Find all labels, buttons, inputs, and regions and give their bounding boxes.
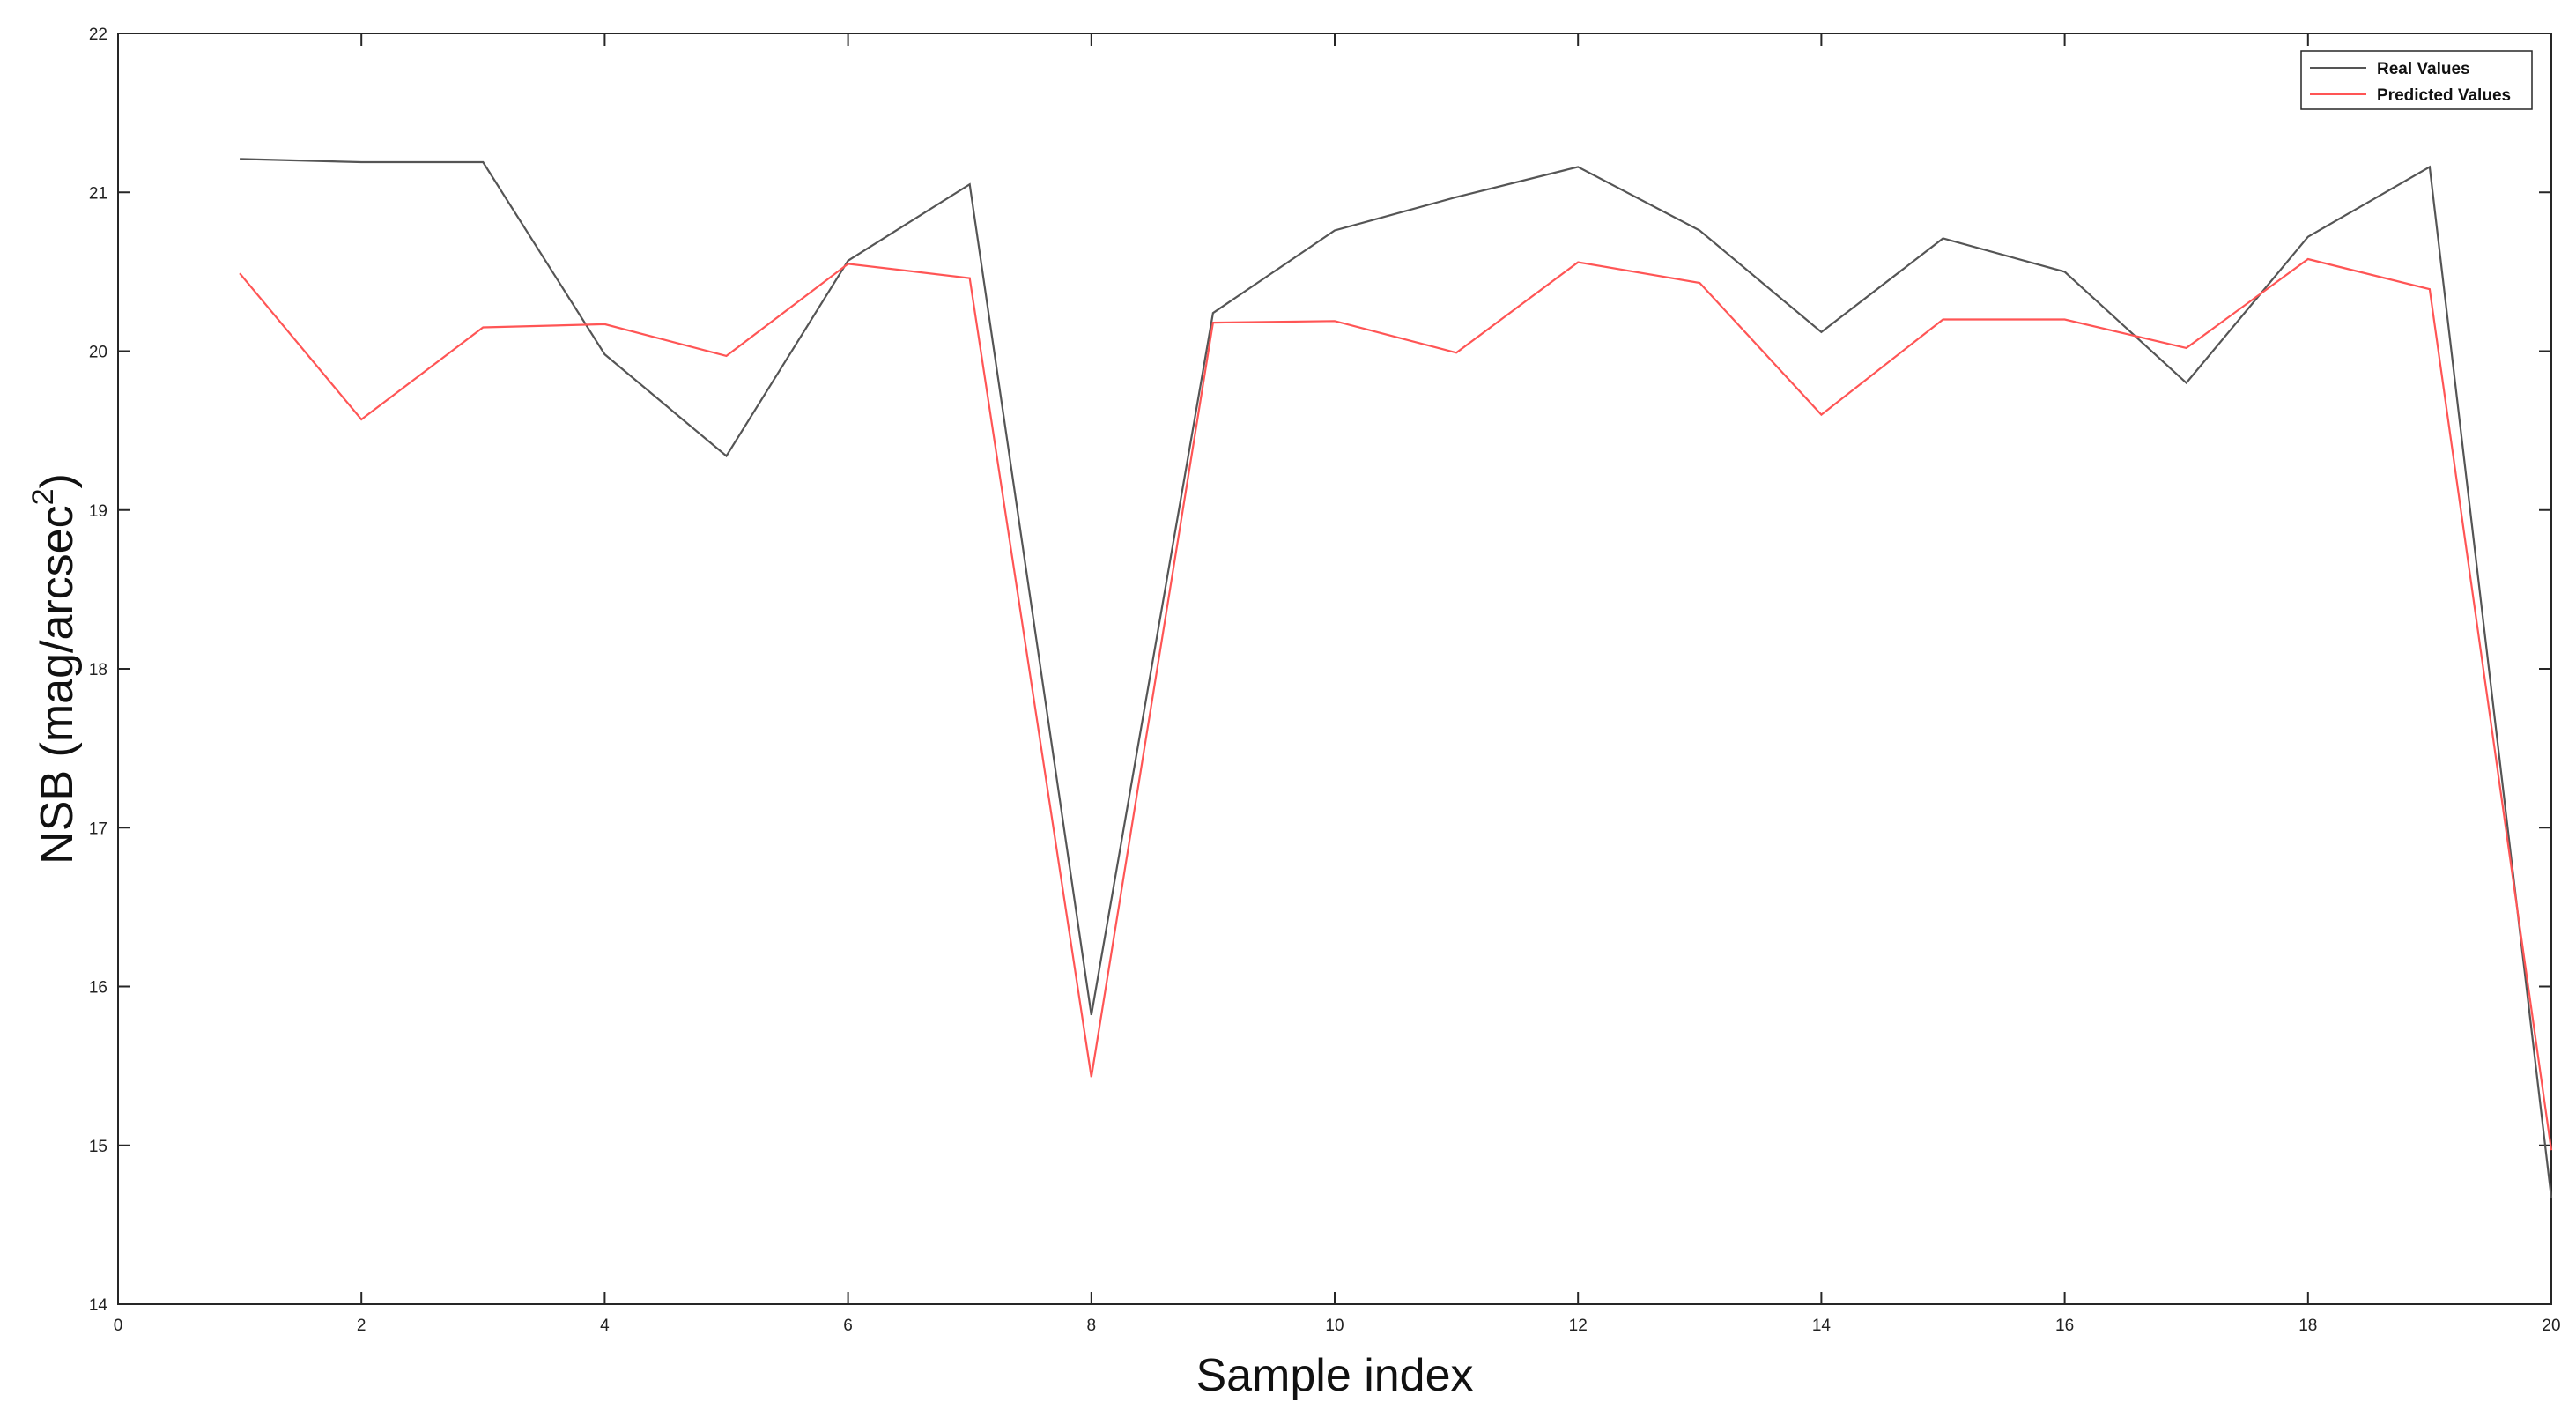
x-tick-label: 6	[843, 1317, 853, 1335]
x-tick-label: 14	[1812, 1317, 1832, 1335]
x-tick-label: 18	[2298, 1317, 2317, 1335]
y-axis: 14 15 16 17 18 19 20 21 22	[89, 26, 2551, 1315]
x-tick-label: 8	[1087, 1317, 1097, 1335]
legend-label-predicted-values: Predicted Values	[2377, 86, 2511, 105]
y-tick-label: 22	[89, 26, 107, 44]
y-tick-label: 20	[89, 344, 107, 362]
series-line-real-values	[240, 158, 2553, 1198]
y-tick-label: 16	[89, 979, 107, 998]
x-axis: 0 2 4 6 8 10 12 14 16 18 20	[114, 33, 2561, 1335]
x-tick-label: 20	[2542, 1317, 2560, 1335]
plot-area	[117, 33, 2552, 1305]
y-axis-title: NSB (mag/arcsec2)	[26, 473, 83, 864]
x-axis-title: Sample index	[1195, 1350, 1473, 1401]
legend-label-real-values: Real Values	[2377, 60, 2470, 78]
x-tick-label: 4	[600, 1317, 610, 1335]
x-tick-label: 10	[1325, 1317, 1344, 1335]
series-line-predicted-values	[239, 257, 2553, 1151]
y-tick-label: 19	[89, 502, 107, 521]
y-tick-label: 14	[89, 1296, 108, 1315]
x-tick-label: 2	[357, 1317, 366, 1335]
x-tick-label: 0	[114, 1317, 123, 1335]
y-tick-label: 17	[89, 820, 107, 838]
y-tick-label: 21	[89, 184, 107, 203]
y-axis-title-main: NSB (mag/arcsec	[32, 505, 83, 864]
x-tick-label: 16	[2055, 1317, 2074, 1335]
y-axis-title-close: )	[32, 473, 83, 488]
series-layer	[239, 158, 2553, 1198]
y-tick-label: 18	[89, 661, 107, 679]
x-tick-label: 12	[1569, 1317, 1588, 1335]
legend: Real Values Predicted Values	[2300, 50, 2533, 110]
y-tick-label: 15	[89, 1138, 107, 1156]
y-axis-title-superscript: 2	[26, 488, 60, 505]
legend-box	[2300, 50, 2533, 110]
